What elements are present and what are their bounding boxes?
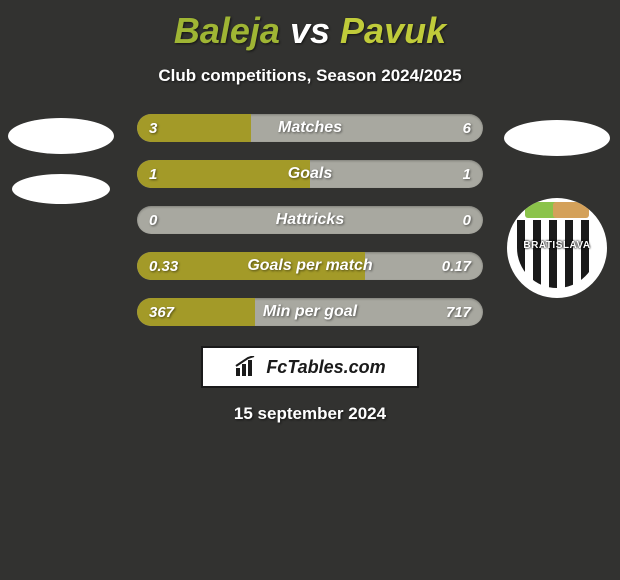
stat-label: Min per goal: [137, 298, 483, 326]
stat-value-right: 717: [446, 298, 471, 326]
left-club-logos: [8, 118, 114, 204]
stat-bar: 0Hattricks0: [137, 206, 483, 234]
stat-label: Goals: [137, 160, 483, 188]
stat-value-right: 0.17: [442, 252, 471, 280]
stat-label: Goals per match: [137, 252, 483, 280]
stat-value-right: 1: [463, 160, 471, 188]
stat-bar: 0.33Goals per match0.17: [137, 252, 483, 280]
brand-text: FcTables.com: [266, 357, 385, 378]
stat-bar: 1Goals1: [137, 160, 483, 188]
comparison-title: Baleja vs Pavuk: [0, 0, 620, 52]
stat-value-right: 0: [463, 206, 471, 234]
club-logo-icon: [8, 118, 114, 154]
stat-label: Matches: [137, 114, 483, 142]
club-logo-icon: [12, 174, 110, 204]
stat-value-right: 6: [463, 114, 471, 142]
stat-bar: 3Matches6: [137, 114, 483, 142]
club-logo-icon: [504, 120, 610, 156]
club-logo-icon: BRATISLAVA: [507, 198, 607, 298]
stat-bar: 367Min per goal717: [137, 298, 483, 326]
right-club-logos: BRATISLAVA: [504, 120, 610, 298]
date-text: 15 september 2024: [0, 404, 620, 424]
bar-chart-icon: [234, 356, 260, 378]
subtitle: Club competitions, Season 2024/2025: [0, 66, 620, 86]
vs-text: vs: [290, 10, 330, 51]
player-b-name: Pavuk: [340, 10, 446, 51]
player-a-name: Baleja: [174, 10, 280, 51]
club-logo-label: BRATISLAVA: [507, 240, 607, 251]
stats-bars: 3Matches6 1Goals1 0Hattricks0 0.33Goals per…: [137, 114, 483, 326]
brand-box: FcTables.com: [201, 346, 419, 388]
stat-label: Hattricks: [137, 206, 483, 234]
